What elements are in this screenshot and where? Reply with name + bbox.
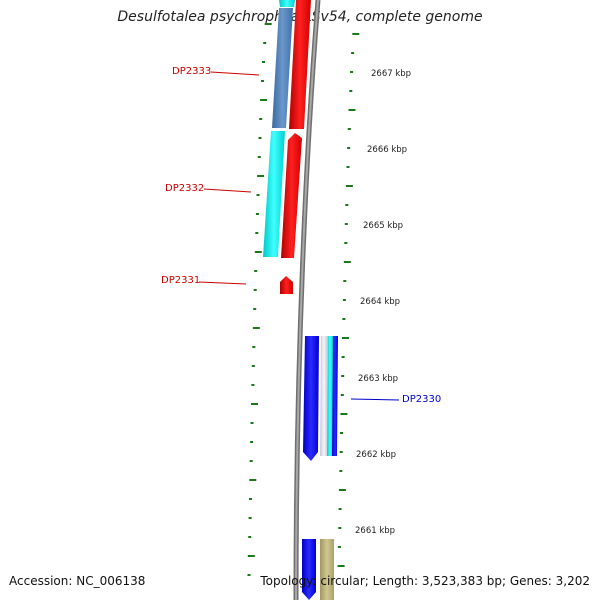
gene-label-dp2331[interactable]: DP2331 <box>161 275 200 286</box>
gene-bottom-blue-arrow[interactable] <box>302 539 316 600</box>
cyan-feature-top <box>279 0 295 7</box>
tick-mark <box>262 61 265 63</box>
feature-tracks-lower <box>302 336 338 600</box>
gene-dp2333-arrow[interactable] <box>289 0 311 129</box>
gene-labels: DP2333 DP2332 DP2331 DP2330 <box>161 66 441 405</box>
tick-mark <box>247 574 251 576</box>
tick-mark <box>344 223 348 225</box>
tick-mark <box>347 147 351 149</box>
tick-mark <box>340 394 344 396</box>
tick-mark <box>248 536 252 538</box>
tick-mark <box>351 52 355 54</box>
cyan-feature <box>263 131 285 257</box>
cyan-thin-feature <box>327 336 333 456</box>
tick-mark <box>255 213 259 215</box>
right-tick-track <box>337 33 360 567</box>
tick-mark <box>337 565 345 567</box>
tick-mark <box>253 308 257 310</box>
tick-mark <box>348 109 356 111</box>
tick-mark <box>338 527 342 529</box>
tick-mark <box>338 508 342 510</box>
kbp-label: 2667 kbp <box>371 69 411 79</box>
genome-summary-text: Topology: circular; Length: 3,523,383 bp… <box>260 574 590 588</box>
tick-mark <box>342 318 346 320</box>
tick-mark <box>253 289 257 291</box>
tick-mark <box>248 517 252 519</box>
tick-mark <box>350 71 354 73</box>
kbp-label: 2665 kbp <box>363 221 403 231</box>
accession-text: Accession: NC_006138 <box>9 574 146 588</box>
tick-mark <box>257 175 265 177</box>
tick-mark <box>260 99 268 101</box>
tick-mark <box>341 375 345 377</box>
tick-mark <box>250 422 254 424</box>
tick-mark <box>347 128 351 130</box>
tick-mark <box>252 327 260 329</box>
gene-label-dp2332[interactable]: DP2332 <box>165 183 204 194</box>
tick-mark <box>249 460 253 462</box>
tick-mark <box>341 356 345 358</box>
tick-mark <box>338 489 346 491</box>
blue-thin-feature <box>332 336 338 456</box>
tick-mark <box>346 166 350 168</box>
feature-tracks-upper <box>263 0 311 294</box>
gene-label-dp2333[interactable]: DP2333 <box>172 66 211 77</box>
left-tick-track <box>247 23 272 576</box>
gene-label-dp2330[interactable]: DP2330 <box>402 394 441 405</box>
tick-mark <box>254 251 262 253</box>
gray-feature <box>320 336 328 456</box>
tick-mark <box>256 194 260 196</box>
kbp-label: 2661 kbp <box>355 526 395 536</box>
tick-mark <box>263 42 267 44</box>
kbp-label: 2664 kbp <box>360 297 400 307</box>
tick-mark <box>342 337 349 339</box>
steelblue-feature <box>272 8 293 128</box>
tick-mark <box>247 555 255 557</box>
tick-mark <box>251 403 258 405</box>
tick-mark <box>257 156 261 158</box>
tick-mark <box>340 413 348 415</box>
tick-mark <box>258 137 262 139</box>
gene-dp2330-arrow[interactable] <box>303 336 319 461</box>
tick-mark <box>254 270 258 272</box>
tick-mark <box>250 441 254 443</box>
tick-mark <box>251 365 255 367</box>
tick-mark <box>345 185 353 187</box>
tick-mark <box>339 451 343 453</box>
kbp-label: 2666 kbp <box>367 145 407 155</box>
tick-mark <box>340 432 343 434</box>
gene-dp2332-arrow[interactable] <box>281 133 302 258</box>
tick-mark <box>264 23 272 25</box>
tick-mark <box>261 80 264 82</box>
tick-mark <box>339 470 343 472</box>
kbp-label: 2663 kbp <box>358 374 398 384</box>
tick-mark <box>249 479 257 481</box>
tick-mark <box>251 384 255 386</box>
tick-mark <box>252 346 256 348</box>
tick-mark <box>352 33 360 35</box>
kbp-label: 2662 kbp <box>356 450 396 460</box>
tick-mark <box>255 232 259 234</box>
tick-mark <box>349 90 353 92</box>
tick-mark <box>249 498 252 500</box>
tick-mark <box>343 261 351 263</box>
tick-mark <box>343 280 347 282</box>
kbp-scale: 2667 kbp 2666 kbp 2665 kbp 2664 kbp 2663… <box>355 69 411 536</box>
tick-mark <box>337 546 341 548</box>
tick-mark <box>344 242 348 244</box>
tick-mark <box>259 118 263 120</box>
tick-mark <box>342 299 346 301</box>
tick-mark <box>345 204 349 206</box>
olive-feature <box>320 539 334 600</box>
gene-dp2331-arrow[interactable] <box>280 276 293 294</box>
